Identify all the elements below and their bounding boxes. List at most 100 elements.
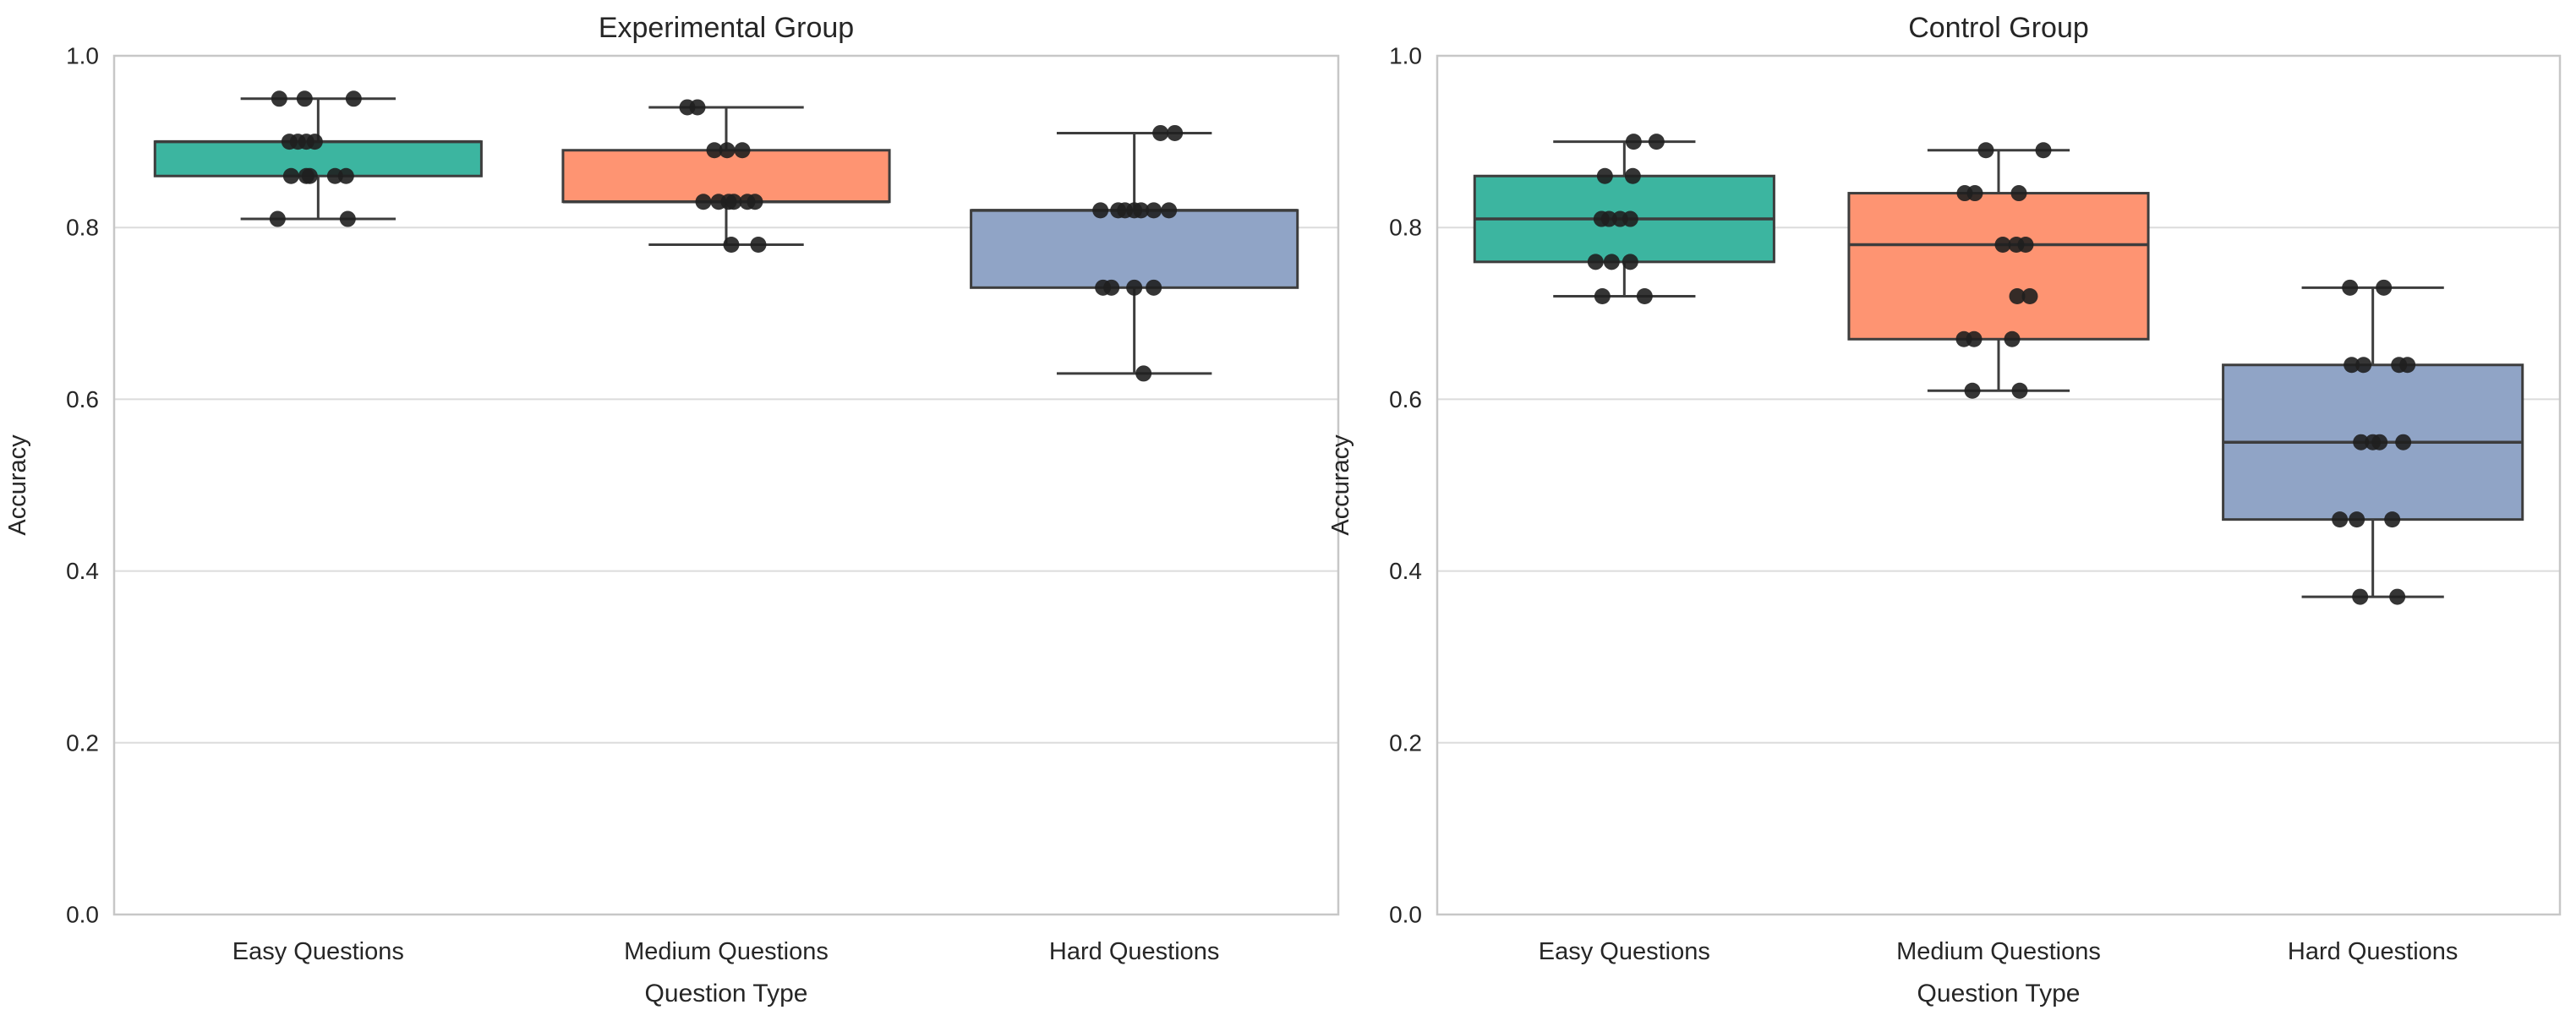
x-axis-label: Question Type — [1917, 980, 2081, 1007]
data-point — [695, 194, 712, 210]
data-point — [2004, 330, 2021, 347]
data-point — [306, 134, 323, 150]
box-experimental-group-medium-questions — [561, 99, 891, 254]
data-point — [2010, 185, 2027, 202]
y-axis-label: Accuracy — [1327, 434, 1354, 536]
data-point — [326, 167, 343, 184]
data-point — [689, 99, 706, 116]
data-point — [345, 90, 362, 107]
y-tick-label: 0.4 — [66, 558, 99, 584]
y-tick-label: 0.8 — [66, 215, 99, 241]
subplot-title: Experimental Group — [599, 12, 854, 44]
data-point — [1622, 254, 1638, 270]
data-point — [750, 237, 767, 254]
data-point — [1648, 134, 1665, 150]
data-point — [271, 90, 287, 107]
x-tick-label: Hard Questions — [2288, 938, 2458, 965]
y-tick-label: 1.0 — [1389, 43, 1422, 69]
data-point — [1600, 210, 1617, 227]
subplot-control-group: Control Group 0.0 0.2 0.4 0.6 0.8 1.0 Accuracy E… — [1327, 12, 2562, 1007]
data-point — [1133, 202, 1150, 219]
strip-points — [1092, 124, 1184, 382]
subplot-title: Control Group — [1908, 12, 2089, 44]
data-point — [1636, 287, 1653, 304]
data-point — [719, 142, 736, 159]
data-point — [2376, 279, 2393, 296]
data-point — [1964, 382, 1981, 399]
box-rect — [970, 209, 1299, 289]
x-tick-label: Easy Questions — [1539, 938, 1710, 965]
data-point — [2355, 357, 2372, 374]
data-point — [2011, 382, 2028, 399]
data-point — [1994, 237, 2011, 254]
strip-points — [1587, 134, 1665, 304]
data-point — [725, 194, 742, 210]
data-point — [2371, 434, 2388, 450]
data-point — [2009, 287, 2026, 304]
data-point — [1977, 142, 1994, 159]
box-experimental-group-hard-questions — [970, 124, 1299, 382]
x-tick-label: Hard Questions — [1049, 938, 1220, 965]
y-tick-label: 0.6 — [1389, 386, 1422, 412]
data-point — [734, 142, 751, 159]
data-point — [2332, 511, 2349, 528]
x-tick-label: Easy Questions — [232, 938, 404, 965]
y-tick-label: 0.2 — [66, 729, 99, 756]
y-tick-label: 0.6 — [66, 386, 99, 412]
box-control-group-medium-questions — [1847, 142, 2150, 399]
y-tick-label: 0.4 — [1389, 558, 1422, 584]
strip-points — [269, 90, 362, 227]
box-rect — [561, 149, 891, 204]
data-point — [1103, 279, 1120, 296]
data-point — [1161, 202, 1178, 219]
data-point — [2349, 511, 2365, 528]
y-tick-label: 0.8 — [1389, 215, 1422, 241]
data-point — [1146, 202, 1162, 219]
data-point — [339, 210, 356, 227]
box-experimental-group-easy-questions — [153, 90, 483, 227]
axes-spines — [1436, 54, 2562, 916]
data-point — [269, 210, 286, 227]
data-point — [2395, 434, 2412, 450]
data-point — [2399, 357, 2416, 374]
data-point — [1146, 279, 1162, 296]
data-point — [337, 167, 354, 184]
data-point — [301, 167, 318, 184]
box-rect — [1847, 192, 2150, 341]
data-point — [2017, 237, 2034, 254]
axes-spines — [112, 54, 1340, 916]
data-point — [2342, 279, 2359, 296]
y-tick-label: 1.0 — [66, 43, 99, 69]
data-point — [2352, 588, 2369, 605]
strip-points — [2332, 279, 2416, 605]
data-point — [1135, 365, 1152, 382]
data-point — [2344, 357, 2360, 374]
strip-points — [679, 99, 767, 254]
data-point — [1596, 167, 1613, 184]
data-point — [1966, 185, 1983, 202]
strip-points — [1955, 142, 2052, 399]
data-point — [1624, 167, 1641, 184]
data-point — [1966, 330, 1983, 347]
data-point — [2353, 434, 2370, 450]
y-axis-label: Accuracy — [4, 434, 31, 536]
x-tick-label: Medium Questions — [1896, 938, 2101, 965]
y-tick-label: 0.0 — [66, 902, 99, 928]
data-point — [1092, 202, 1109, 219]
data-point — [1622, 210, 1638, 227]
data-point — [706, 142, 723, 159]
data-point — [2384, 511, 2401, 528]
subplot-experimental-group: Experimental Group 0.0 0.2 0.4 0.6 0.8 1.0 Accu… — [4, 12, 1340, 1007]
box-control-group-hard-questions — [2222, 279, 2524, 605]
y-tick-label: 0.2 — [1389, 729, 1422, 756]
data-point — [1587, 254, 1604, 270]
data-point — [1167, 124, 1184, 141]
box-control-group-easy-questions — [1473, 134, 1775, 304]
data-point — [747, 194, 763, 210]
data-point — [1603, 254, 1620, 270]
data-point — [1126, 279, 1143, 296]
data-point — [282, 167, 299, 184]
data-point — [2389, 588, 2406, 605]
